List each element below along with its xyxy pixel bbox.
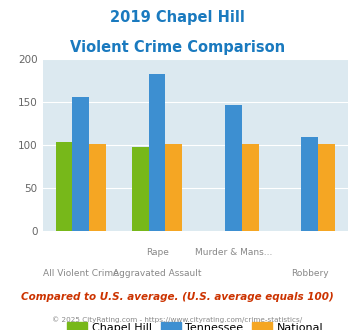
Text: © 2025 CityRating.com - https://www.cityrating.com/crime-statistics/: © 2025 CityRating.com - https://www.city… bbox=[53, 316, 302, 323]
Text: Robbery: Robbery bbox=[291, 269, 328, 278]
Bar bbox=[89, 144, 106, 231]
Text: Aggravated Assault: Aggravated Assault bbox=[113, 269, 201, 278]
Text: Violent Crime Comparison: Violent Crime Comparison bbox=[70, 40, 285, 54]
Legend: Chapel Hill, Tennessee, National: Chapel Hill, Tennessee, National bbox=[64, 319, 327, 330]
Bar bbox=[72, 97, 89, 231]
Bar bbox=[318, 144, 335, 231]
Text: Murder & Mans...: Murder & Mans... bbox=[195, 248, 272, 257]
Text: All Violent Crime: All Violent Crime bbox=[43, 269, 119, 278]
Bar bbox=[132, 147, 149, 231]
Text: 2019 Chapel Hill: 2019 Chapel Hill bbox=[110, 10, 245, 25]
Bar bbox=[301, 137, 318, 231]
Bar bbox=[242, 144, 258, 231]
Text: Compared to U.S. average. (U.S. average equals 100): Compared to U.S. average. (U.S. average … bbox=[21, 292, 334, 302]
Bar bbox=[225, 105, 242, 231]
Bar bbox=[56, 142, 72, 231]
Text: Rape: Rape bbox=[146, 248, 169, 257]
Bar bbox=[165, 144, 182, 231]
Bar bbox=[149, 74, 165, 231]
